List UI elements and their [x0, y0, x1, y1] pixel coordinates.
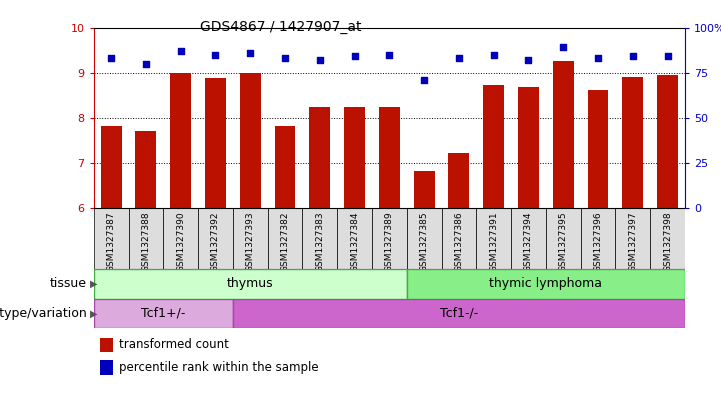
Bar — [267, 208, 302, 269]
Text: GSM1327387: GSM1327387 — [107, 211, 115, 272]
Bar — [414, 171, 435, 208]
Text: GSM1327384: GSM1327384 — [350, 211, 359, 272]
Bar — [477, 208, 511, 269]
Point — [279, 55, 291, 61]
Text: thymus: thymus — [227, 277, 273, 290]
Text: GSM1327397: GSM1327397 — [628, 211, 637, 272]
Text: transformed count: transformed count — [118, 338, 229, 351]
Bar — [205, 78, 226, 208]
Bar — [379, 107, 399, 208]
Text: GSM1327394: GSM1327394 — [524, 211, 533, 272]
Bar — [302, 208, 337, 269]
Text: GSM1327383: GSM1327383 — [315, 211, 324, 272]
Point — [384, 51, 395, 58]
Text: GSM1327393: GSM1327393 — [246, 211, 255, 272]
Bar — [588, 90, 609, 208]
Bar — [233, 299, 685, 328]
Text: GSM1327395: GSM1327395 — [559, 211, 567, 272]
Bar — [94, 299, 233, 328]
Point — [210, 51, 221, 58]
Point — [523, 57, 534, 63]
Bar — [511, 208, 546, 269]
Bar — [407, 269, 685, 299]
Text: GSM1327382: GSM1327382 — [280, 211, 290, 272]
Bar — [99, 360, 112, 375]
Text: GSM1327391: GSM1327391 — [489, 211, 498, 272]
Bar — [441, 208, 477, 269]
Bar — [553, 61, 574, 208]
Text: GSM1327396: GSM1327396 — [593, 211, 603, 272]
Text: percentile rank within the sample: percentile rank within the sample — [118, 361, 318, 374]
Bar — [136, 130, 156, 208]
Bar — [650, 208, 685, 269]
Text: ▶: ▶ — [90, 279, 97, 289]
Text: tissue: tissue — [50, 277, 87, 290]
Bar — [101, 126, 122, 208]
Text: Tcf1-/-: Tcf1-/- — [440, 307, 478, 320]
Bar — [657, 75, 678, 208]
Bar — [94, 269, 407, 299]
Bar — [616, 208, 650, 269]
Text: Tcf1+/-: Tcf1+/- — [141, 307, 185, 320]
Text: ▶: ▶ — [90, 309, 97, 318]
Point — [557, 44, 569, 51]
Point — [453, 55, 464, 61]
Point — [418, 77, 430, 83]
Bar — [337, 208, 372, 269]
Point — [140, 61, 151, 67]
Point — [488, 51, 500, 58]
Point — [662, 53, 673, 60]
Text: genotype/variation: genotype/variation — [0, 307, 87, 320]
Bar — [448, 153, 469, 208]
Bar — [128, 208, 163, 269]
Text: GSM1327388: GSM1327388 — [141, 211, 151, 272]
Bar — [309, 107, 330, 208]
Text: thymic lymphoma: thymic lymphoma — [490, 277, 602, 290]
Bar — [580, 208, 616, 269]
Point — [314, 57, 326, 63]
Text: GSM1327390: GSM1327390 — [176, 211, 185, 272]
Point — [627, 53, 639, 60]
Point — [349, 53, 360, 60]
Bar — [99, 338, 112, 352]
Bar — [407, 208, 441, 269]
Bar — [94, 208, 128, 269]
Text: GSM1327386: GSM1327386 — [454, 211, 464, 272]
Text: GSM1327389: GSM1327389 — [385, 211, 394, 272]
Bar — [240, 73, 261, 208]
Point — [105, 55, 117, 61]
Text: GSM1327392: GSM1327392 — [211, 211, 220, 272]
Bar — [483, 85, 504, 208]
Point — [175, 48, 187, 54]
Bar — [622, 77, 643, 208]
Bar — [546, 208, 580, 269]
Text: GSM1327398: GSM1327398 — [663, 211, 672, 272]
Bar — [233, 208, 267, 269]
Bar — [170, 73, 191, 208]
Point — [244, 50, 256, 56]
Bar — [275, 126, 296, 208]
Bar — [163, 208, 198, 269]
Point — [592, 55, 603, 61]
Bar — [198, 208, 233, 269]
Bar — [372, 208, 407, 269]
Text: GDS4867 / 1427907_at: GDS4867 / 1427907_at — [200, 20, 362, 34]
Text: GSM1327385: GSM1327385 — [420, 211, 428, 272]
Bar — [518, 87, 539, 208]
Bar — [344, 107, 365, 208]
